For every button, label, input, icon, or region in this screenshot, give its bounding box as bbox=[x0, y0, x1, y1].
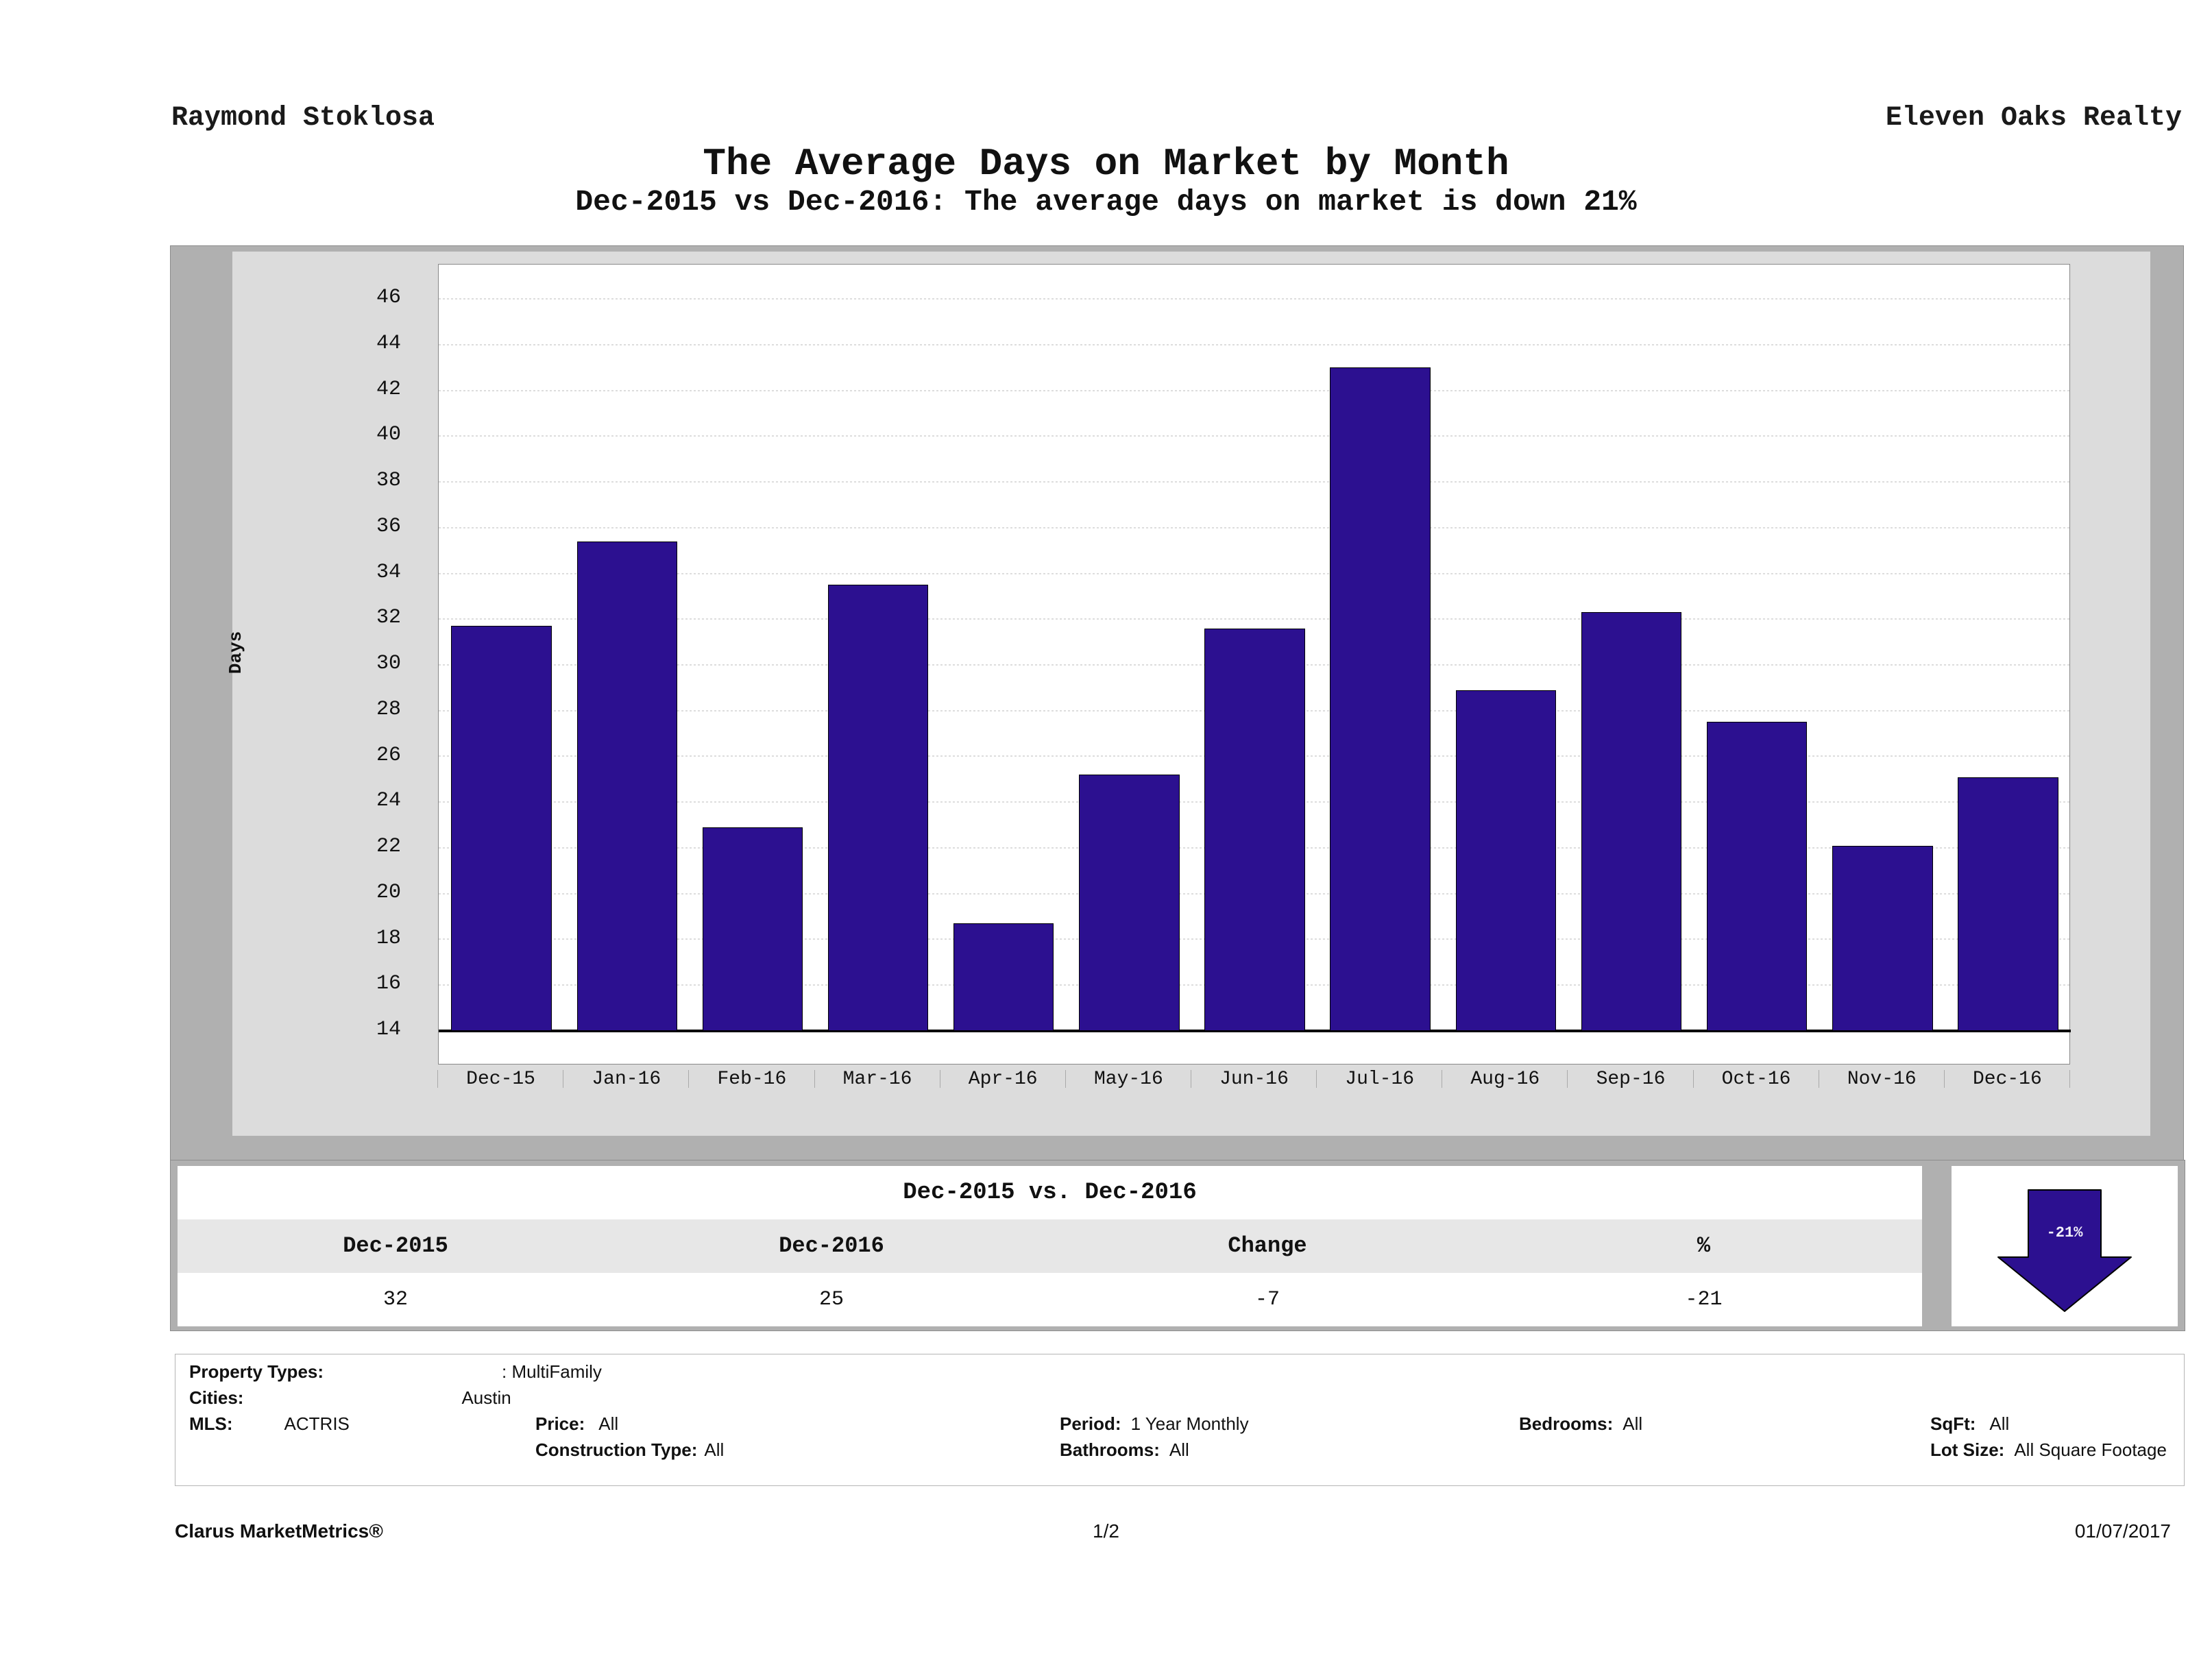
svg-text:-21%: -21% bbox=[2047, 1224, 2084, 1241]
